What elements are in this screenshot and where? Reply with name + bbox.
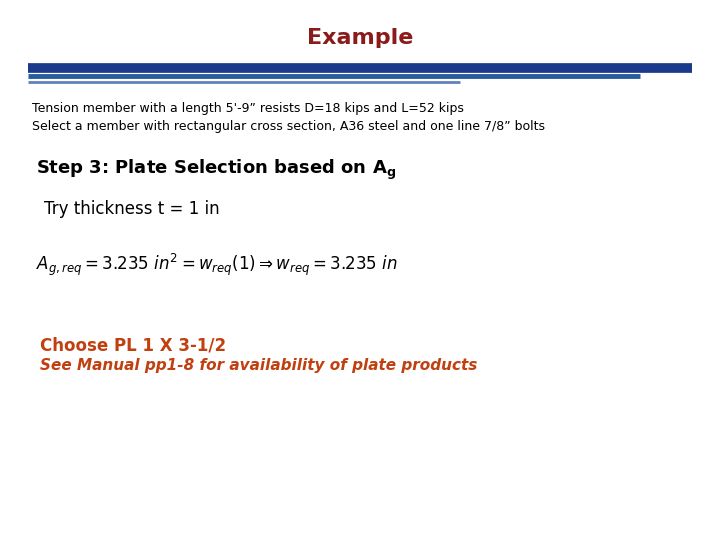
Text: $\mathbf{Step\ 3}$: Plate Selection based on $\mathbf{A_g}$: $\mathbf{Step\ 3}$: Plate Selection base… [36, 158, 396, 182]
Text: Tension member with a length 5'-9” resists D=18 kips and L=52 kips: Tension member with a length 5'-9” resis… [32, 102, 464, 115]
Text: See Manual pp1-8 for availability of plate products: See Manual pp1-8 for availability of pla… [40, 358, 477, 373]
Text: $A_{g,req} = 3.235\ in^{2} = w_{req}(1) \Rightarrow w_{req} = 3.235\ in$: $A_{g,req} = 3.235\ in^{2} = w_{req}(1) … [36, 252, 397, 278]
Text: Try thickness t = 1 in: Try thickness t = 1 in [44, 200, 220, 218]
Text: Example: Example [307, 28, 413, 48]
Text: Choose PL 1 X 3-1/2: Choose PL 1 X 3-1/2 [40, 336, 226, 354]
Text: Select a member with rectangular cross section, A36 steel and one line 7/8” bolt: Select a member with rectangular cross s… [32, 120, 545, 133]
